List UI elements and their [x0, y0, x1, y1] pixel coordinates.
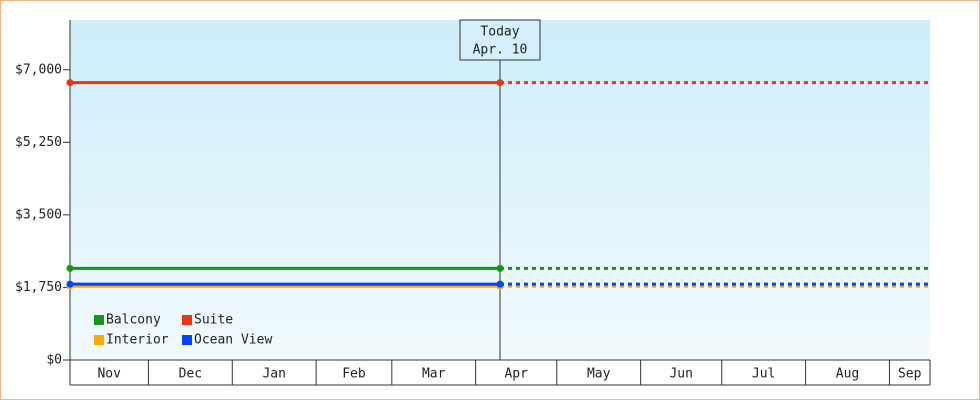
today-label: Today — [480, 25, 519, 40]
x-tick-label: Nov — [97, 367, 121, 382]
today-date: Apr. 10 — [473, 43, 528, 58]
legend-swatch — [94, 315, 104, 325]
legend-label: Interior — [106, 333, 169, 348]
series-point — [496, 264, 504, 272]
x-tick-label: Jan — [262, 367, 285, 382]
x-tick-label: May — [587, 367, 611, 382]
legend-swatch — [182, 315, 192, 325]
series-point — [66, 280, 74, 288]
legend-swatch — [182, 335, 192, 345]
x-tick-label: Apr — [504, 367, 528, 382]
series-point — [66, 79, 74, 87]
x-tick-label: Aug — [836, 367, 859, 382]
series-point — [66, 264, 74, 272]
legend-swatch — [94, 335, 104, 345]
x-tick-label: Dec — [179, 367, 202, 382]
series-point — [496, 280, 504, 288]
x-tick-label: Feb — [342, 367, 366, 382]
legend-label: Suite — [194, 313, 233, 328]
y-tick-label: $7,000 — [15, 62, 62, 77]
y-tick-label: $3,500 — [15, 207, 62, 222]
x-tick-label: Sep — [898, 367, 922, 382]
x-tick-label: Mar — [422, 367, 446, 382]
today-box — [459, 19, 541, 61]
legend-label: Balcony — [106, 313, 161, 328]
x-tick-label: Jul — [752, 367, 775, 382]
legend-label: Ocean View — [194, 333, 272, 348]
y-tick-label: $1,750 — [15, 280, 62, 295]
series-point — [496, 79, 504, 87]
y-tick-label: $5,250 — [15, 135, 62, 150]
x-tick-label: Jun — [669, 367, 692, 382]
y-tick-label: $0 — [46, 353, 62, 368]
